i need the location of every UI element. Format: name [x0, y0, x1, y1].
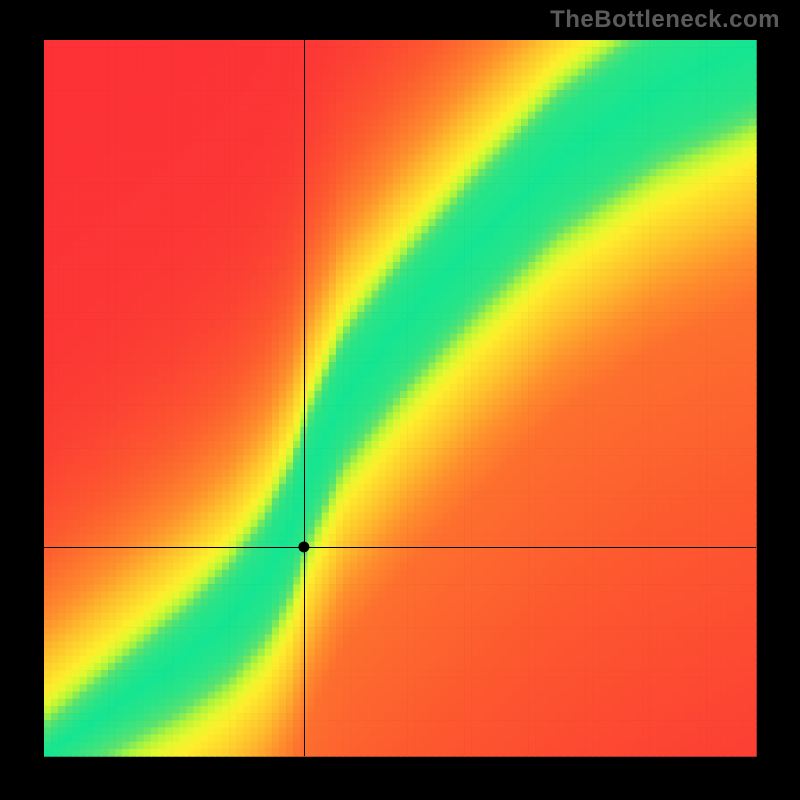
- bottleneck-heatmap-canvas: [0, 0, 800, 800]
- watermark-text: TheBottleneck.com: [550, 6, 780, 34]
- chart-stage: TheBottleneck.com: [0, 0, 800, 800]
